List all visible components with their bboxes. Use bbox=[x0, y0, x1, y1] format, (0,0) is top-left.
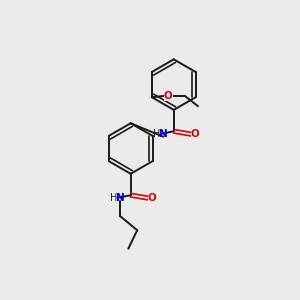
Text: N: N bbox=[159, 129, 167, 139]
Text: H: H bbox=[153, 129, 160, 139]
Text: O: O bbox=[164, 91, 172, 101]
Text: H: H bbox=[110, 193, 117, 202]
Text: N: N bbox=[116, 193, 124, 202]
Text: O: O bbox=[191, 129, 200, 139]
Text: O: O bbox=[148, 193, 157, 203]
